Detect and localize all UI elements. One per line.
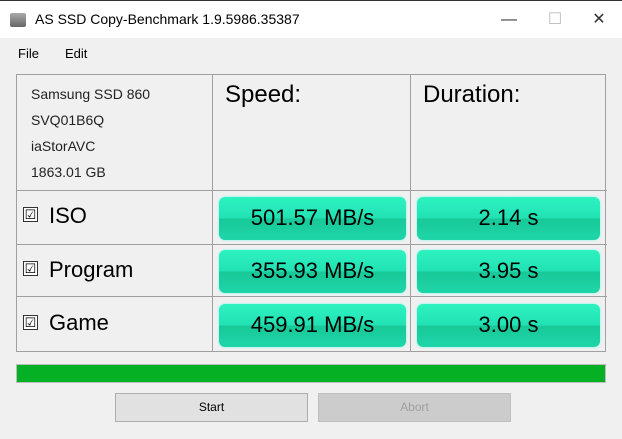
row-game: ☑ Game bbox=[17, 297, 213, 352]
drive-driver: iaStorAVC bbox=[31, 138, 96, 154]
menu-bar: File Edit bbox=[0, 38, 622, 66]
iso-checkbox[interactable]: ☑ bbox=[23, 207, 38, 222]
program-speed: 355.93 MB/s bbox=[219, 250, 406, 293]
iso-speed-cell: 501.57 MB/s bbox=[213, 191, 411, 245]
game-duration-cell: 3.00 s bbox=[411, 297, 607, 352]
menu-edit[interactable]: Edit bbox=[65, 46, 88, 61]
game-speed-cell: 459.91 MB/s bbox=[213, 297, 411, 352]
start-button[interactable]: Start bbox=[115, 393, 308, 422]
drive-firmware: SVQ01B6Q bbox=[31, 112, 105, 128]
drive-capacity: 1863.01 GB bbox=[31, 164, 106, 180]
program-checkbox[interactable]: ☑ bbox=[23, 261, 38, 276]
drive-icon bbox=[10, 13, 26, 27]
minimize-button[interactable]: — bbox=[501, 11, 517, 28]
drive-info: Samsung SSD 860 SVQ01B6Q iaStorAVC 1863.… bbox=[17, 75, 213, 191]
game-duration: 3.00 s bbox=[417, 304, 600, 347]
results-grid: Samsung SSD 860 SVQ01B6Q iaStorAVC 1863.… bbox=[16, 74, 607, 352]
iso-label: ISO bbox=[49, 203, 87, 228]
row-iso: ☑ ISO bbox=[17, 191, 213, 245]
iso-duration-cell: 2.14 s bbox=[411, 191, 607, 245]
title-bar: AS SSD Copy-Benchmark 1.9.5986.35387 — ☐… bbox=[0, 0, 622, 38]
drive-model: Samsung SSD 860 bbox=[31, 86, 151, 102]
abort-button[interactable]: Abort bbox=[318, 393, 511, 422]
program-label: Program bbox=[49, 257, 134, 282]
progress-bar bbox=[16, 364, 606, 383]
speed-header: Speed: bbox=[213, 75, 411, 191]
program-duration-cell: 3.95 s bbox=[411, 245, 607, 297]
game-label: Game bbox=[49, 310, 109, 335]
row-program: ☑ Program bbox=[17, 245, 213, 297]
progress-fill bbox=[17, 365, 605, 382]
game-speed: 459.91 MB/s bbox=[219, 304, 406, 347]
iso-duration: 2.14 s bbox=[417, 197, 600, 240]
program-duration: 3.95 s bbox=[417, 250, 600, 293]
duration-header: Duration: bbox=[411, 75, 607, 191]
menu-file[interactable]: File bbox=[18, 46, 39, 61]
maximize-button[interactable]: ☐ bbox=[547, 11, 563, 28]
window-title: AS SSD Copy-Benchmark 1.9.5986.35387 bbox=[35, 11, 300, 27]
program-speed-cell: 355.93 MB/s bbox=[213, 245, 411, 297]
iso-speed: 501.57 MB/s bbox=[219, 197, 406, 240]
game-checkbox[interactable]: ☑ bbox=[23, 315, 38, 330]
close-button[interactable]: ✕ bbox=[592, 11, 606, 28]
